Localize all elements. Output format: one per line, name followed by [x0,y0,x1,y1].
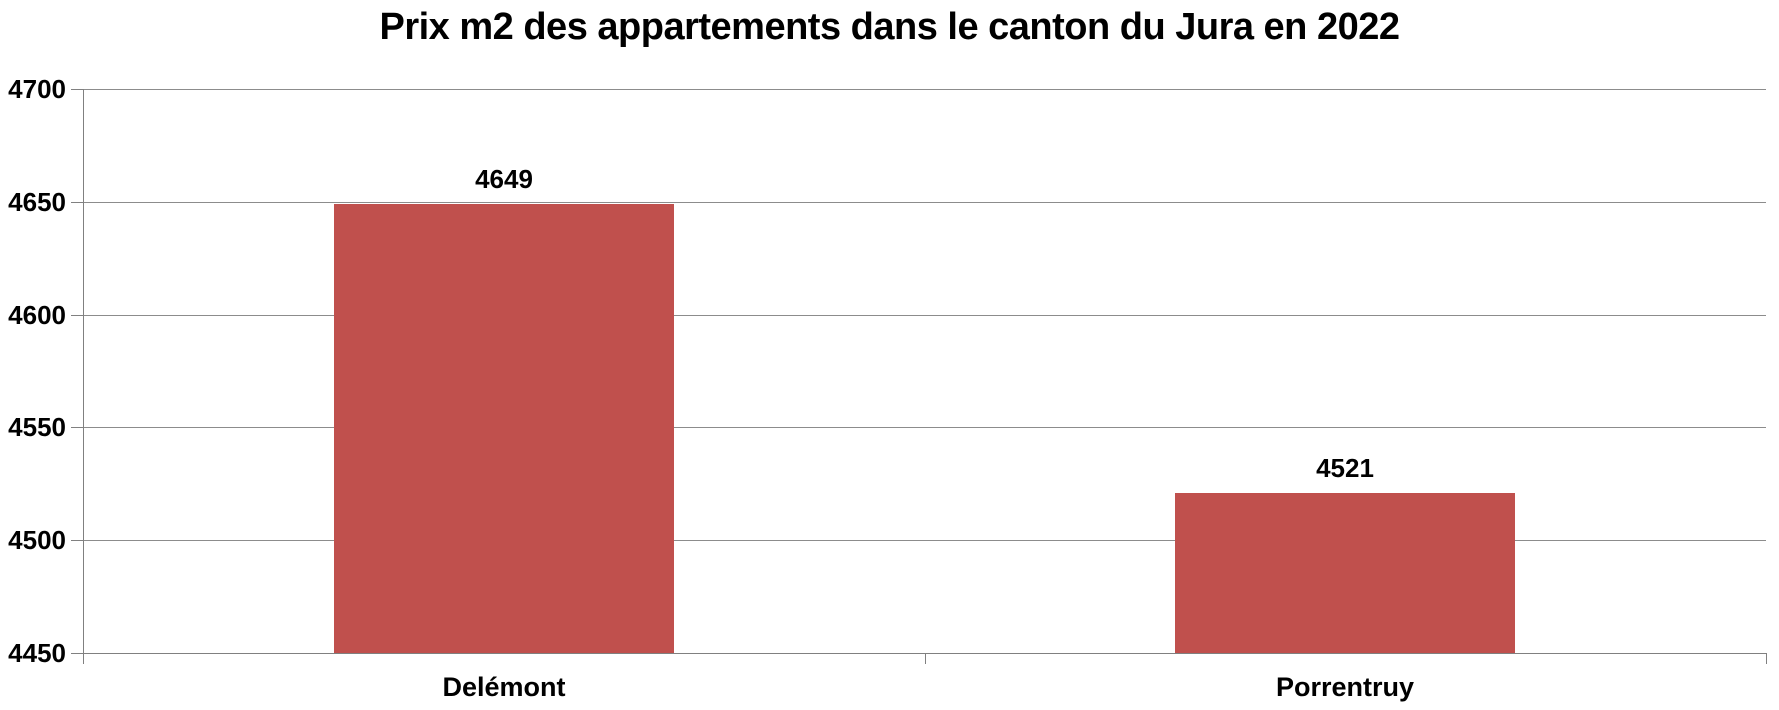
bar-porrentruy [1175,493,1515,653]
y-tick-mark [71,427,83,428]
bar-delémont [334,204,674,653]
y-axis-line [83,89,84,664]
gridline [83,89,1766,90]
x-tick-mark [925,653,926,664]
x-axis-line [71,653,1766,654]
bar-value-label: 4521 [1316,453,1374,483]
y-tick-mark [71,315,83,316]
bar-value-label: 4649 [475,164,533,194]
gridline [83,427,1766,428]
gridline [83,315,1766,316]
y-tick-mark [71,540,83,541]
y-tick-mark [71,202,83,203]
chart-title: Prix m2 des appartements dans le canton … [379,6,1400,48]
y-axis-tick-label: 4450 [8,638,66,668]
gridline [83,202,1766,203]
gridline [83,540,1766,541]
x-axis-category-label: Porrentruy [1275,672,1415,702]
y-tick-mark [71,89,83,90]
x-tick-mark [1766,653,1767,664]
y-axis-tick-label: 4700 [8,74,66,104]
x-axis-category-label: Delémont [442,672,566,702]
y-axis-tick-label: 4500 [8,525,66,555]
y-axis-tick-label: 4550 [8,412,66,442]
y-axis-tick-label: 4650 [8,187,66,217]
y-axis-tick-label: 4600 [8,300,66,330]
